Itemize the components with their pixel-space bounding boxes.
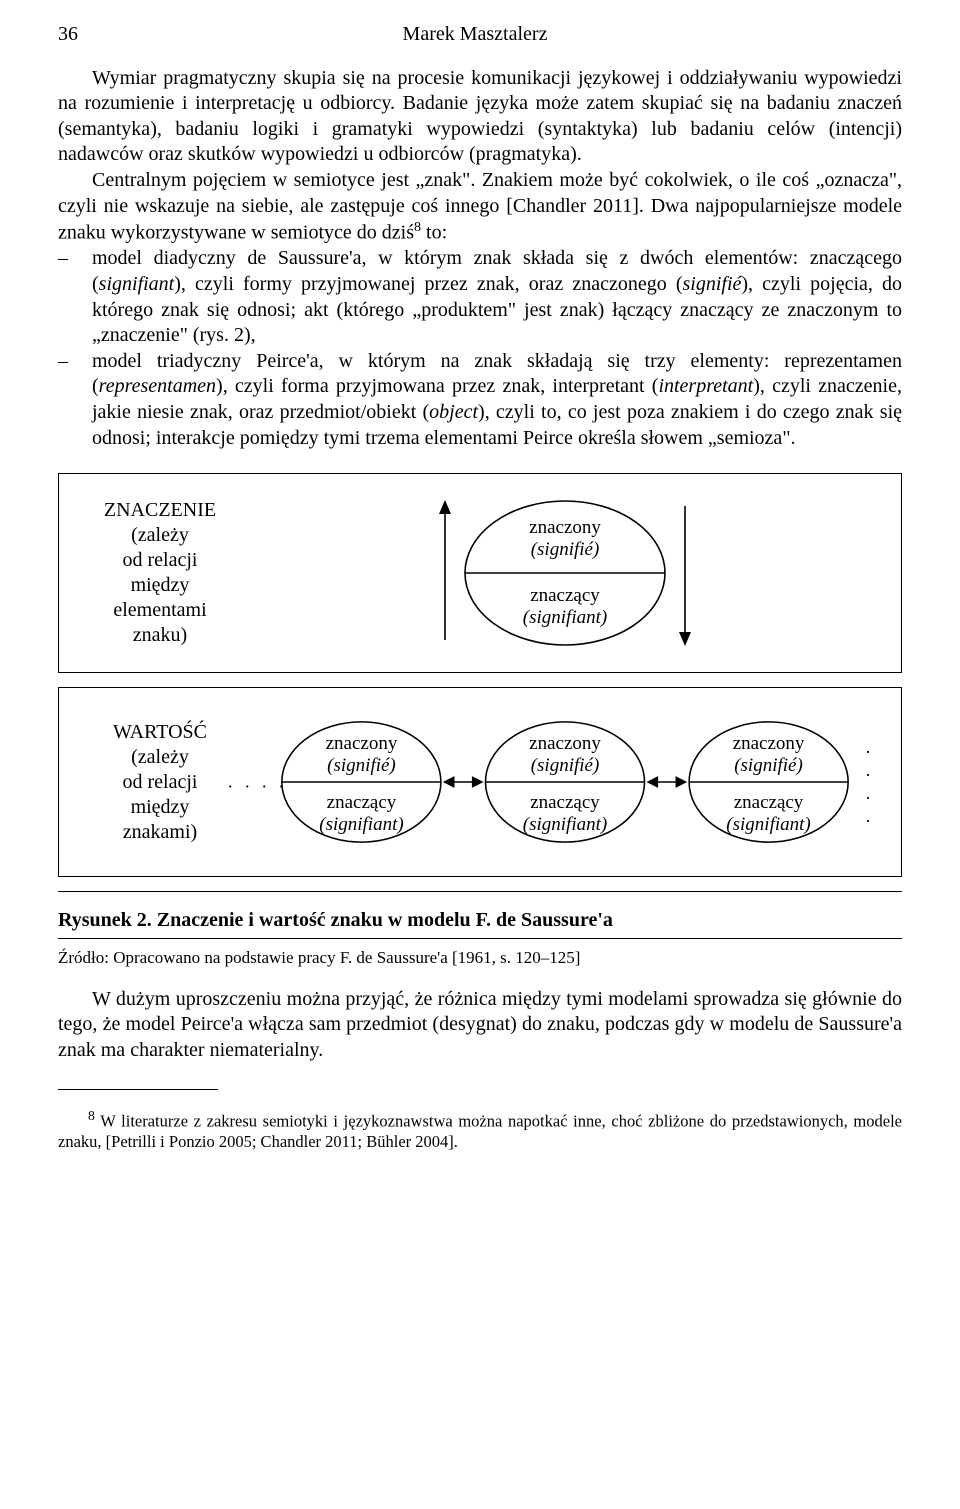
figure-source: Źródło: Opracowano na podstawie pracy F.…	[58, 947, 902, 969]
paragraph-2b: to:	[421, 222, 447, 244]
e1-top-i: (signifié)	[327, 755, 396, 776]
figure-label-znaczenie: ZNACZENIE (zależy od relacji między elem…	[75, 498, 245, 648]
e3-top-t: znaczony	[733, 733, 805, 754]
footnote-rule	[58, 1089, 218, 1090]
b1l3: od relacji	[123, 549, 198, 571]
li2-f: object	[429, 401, 478, 423]
e3-bot-i: (signifiant)	[726, 814, 810, 835]
footnote-8: 8 W literaturze z zakresu semiotyki i ję…	[58, 1107, 902, 1153]
figure-caption: Rysunek 2. Znaczenie i wartość znaku w m…	[58, 908, 902, 934]
b2l5: znakami)	[123, 821, 197, 843]
page-number: 36	[58, 22, 78, 48]
sign-top: znaczony	[529, 517, 601, 538]
figure-label-wartosc: WARTOŚĆ (zależy od relacji między znakam…	[75, 720, 245, 845]
li2-b: representamen	[99, 375, 216, 397]
b1l5: elementami	[113, 599, 206, 621]
e3-bot: znaczący (signifiant)	[726, 792, 810, 836]
footnote-8-text: W literaturze z zakresu semiotyki i języ…	[58, 1111, 902, 1151]
list-item-2-body: model triadyczny Peirce'a, w którym na z…	[92, 349, 902, 451]
figure-box-znaczenie: ZNACZENIE (zależy od relacji między elem…	[58, 473, 902, 673]
e3-top-i: (signifié)	[734, 755, 803, 776]
li2-d: interpretant	[658, 375, 753, 397]
sign-top-it: (signifié)	[531, 539, 600, 560]
e3-top: znaczony (signifié)	[733, 733, 805, 777]
list-item-1: – model diadyczny de Saussure'a, w który…	[58, 246, 902, 348]
figure-graph-wartosc: . . . . . . . . znaczony (signifié) znac…	[245, 702, 885, 862]
li1-d: signifié	[682, 273, 741, 295]
sign-bot-it: (signifiant)	[523, 607, 607, 628]
e2-top-i: (signifié)	[531, 755, 600, 776]
b2l1: WARTOŚĆ	[113, 721, 207, 743]
footnote-8-mark: 8	[88, 1108, 95, 1123]
b2l3: od relacji	[123, 771, 198, 793]
e1-bot: znaczący (signifiant)	[319, 792, 403, 836]
head-spacer	[872, 22, 902, 48]
figure-graph-znaczenie: znaczony (signifié) znaczący (signifiant…	[245, 488, 885, 658]
figure-2: ZNACZENIE (zależy od relacji między elem…	[58, 473, 902, 968]
b1l4: między	[131, 574, 190, 596]
b1l1: ZNACZENIE	[104, 499, 216, 521]
sign-bot: znaczący	[530, 585, 600, 606]
e2-bot-t: znaczący	[530, 792, 600, 813]
dots-right: . . . .	[866, 736, 879, 828]
e2-top: znaczony (signifié)	[529, 733, 601, 777]
list-item-1-body: model diadyczny de Saussure'a, w którym …	[92, 246, 902, 348]
b1l2: (zależy	[131, 524, 189, 546]
e2-bot: znaczący (signifiant)	[523, 792, 607, 836]
b2l4: między	[131, 796, 190, 818]
e2-bot-i: (signifiant)	[523, 814, 607, 835]
footnote-ref-8: 8	[414, 220, 421, 235]
e3-bot-t: znaczący	[734, 792, 804, 813]
figure-box-wartosc: WARTOŚĆ (zależy od relacji między znakam…	[58, 687, 902, 877]
e1-bot-i: (signifiant)	[319, 814, 403, 835]
running-head: 36 Marek Masztalerz	[58, 22, 902, 48]
paragraph-1: Wymiar pragmatyczny skupia się na proces…	[58, 66, 902, 168]
e1-top-t: znaczony	[326, 733, 398, 754]
e1-bot-t: znaczący	[327, 792, 397, 813]
running-head-author: Marek Masztalerz	[78, 22, 872, 48]
li1-b: signifiant	[99, 273, 175, 295]
paragraph-2a: Centralnym pojęciem w semiotyce jest „zn…	[58, 169, 902, 244]
caption-bottom-rule	[58, 938, 902, 939]
b2l2: (zależy	[131, 746, 189, 768]
znaczony-label: znaczony (signifié)	[529, 517, 601, 561]
znaczacy-label: znaczący (signifiant)	[523, 585, 607, 629]
li2-c: ), czyli forma przyjmowana przez znak, i…	[216, 375, 658, 397]
list-dash-icon: –	[58, 349, 92, 451]
list-item-2: – model triadyczny Peirce'a, w którym na…	[58, 349, 902, 451]
znaczenie-svg	[245, 488, 885, 658]
e2-top-t: znaczony	[529, 733, 601, 754]
paragraph-2: Centralnym pojęciem w semiotyce jest „zn…	[58, 168, 902, 246]
list-dash-icon: –	[58, 246, 92, 348]
paragraph-1-text: Wymiar pragmatyczny skupia się na proces…	[58, 67, 902, 166]
caption-top-rule	[58, 891, 902, 892]
b1l6: znaku)	[133, 624, 187, 646]
paragraph-after-figure: W dużym uproszczeniu można przyjąć, że r…	[58, 987, 902, 1064]
e1-top: znaczony (signifié)	[326, 733, 398, 777]
dots-left: . . . .	[228, 771, 288, 794]
li1-c: ), czyli formy przyjmowanej przez znak, …	[174, 273, 682, 295]
wartosc-svg	[245, 702, 885, 862]
